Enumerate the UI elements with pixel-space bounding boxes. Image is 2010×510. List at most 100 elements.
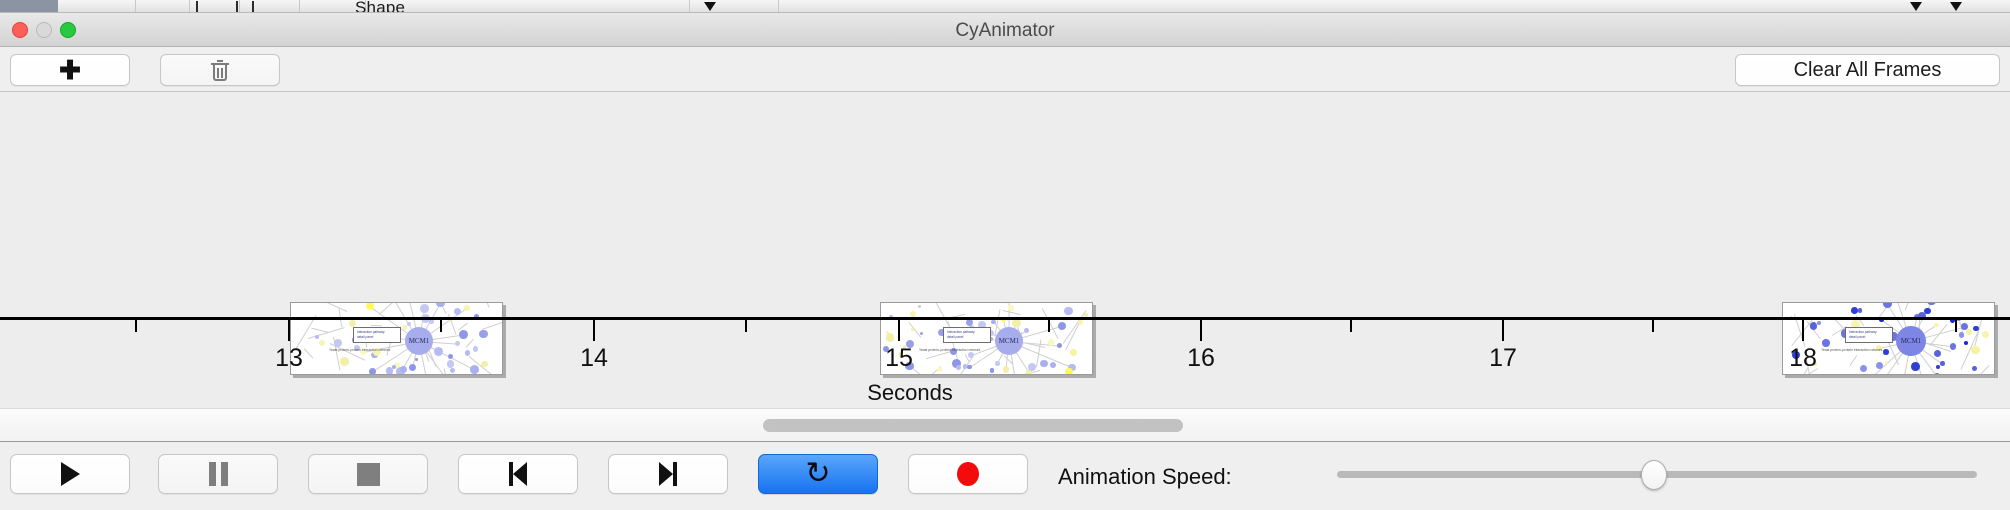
background-cell <box>58 0 136 12</box>
network-edge <box>1002 310 1021 316</box>
network-node <box>394 362 401 369</box>
network-node <box>455 341 461 347</box>
network-node <box>1857 308 1863 313</box>
network-node <box>917 305 922 309</box>
frame-thumbnails: MCM1 Interaction pathway detail panel Yeast… <box>0 92 2010 375</box>
axis-tick-minor <box>440 320 442 332</box>
axis-title: Seconds <box>867 380 953 405</box>
network-node <box>1817 320 1821 325</box>
network-node <box>1078 319 1084 325</box>
network-node <box>1002 366 1010 373</box>
axis-tick-major <box>288 320 290 341</box>
network-node <box>402 325 408 330</box>
timeline-panel[interactable]: MCM1 Interaction pathway detail panel Yeast… <box>0 92 2010 408</box>
network-node <box>1039 359 1048 368</box>
clear-all-frames-button[interactable]: Clear All Frames <box>1735 54 2000 86</box>
frame-thumbnail[interactable]: MCM1 Interaction pathway detail panel Yeast… <box>290 302 503 375</box>
axis-line <box>0 317 2010 320</box>
frame-thumbnail[interactable]: MCM1 Interaction pathway detail panel Yeast… <box>880 302 1093 375</box>
network-node <box>889 314 894 319</box>
traffic-lights <box>12 22 76 38</box>
minimize-button[interactable] <box>36 22 52 38</box>
network-node <box>448 354 454 360</box>
network-node <box>1792 350 1801 359</box>
network-node <box>1851 307 1858 314</box>
network-node <box>399 365 408 374</box>
network-node <box>429 319 434 324</box>
network-node <box>1973 325 1979 331</box>
network-preview: MCM1 Interaction pathway detail panel Yeast… <box>291 303 502 374</box>
record-button[interactable] <box>908 454 1028 494</box>
network-node <box>1935 364 1941 370</box>
network-node <box>1005 303 1013 305</box>
record-icon <box>957 462 979 486</box>
network-node <box>1056 342 1063 349</box>
timeline-scrollbar[interactable] <box>0 408 2010 442</box>
pause-button[interactable] <box>158 454 278 494</box>
network-edge <box>1904 303 1915 311</box>
tooltip-line: detail panel <box>357 334 374 339</box>
play-button[interactable] <box>10 454 130 494</box>
title-bar: CyAnimator <box>0 13 2010 47</box>
axis-tick-major <box>1802 320 1804 341</box>
network-node <box>1057 321 1067 331</box>
network-node <box>472 346 479 352</box>
skip-back-button[interactable] <box>458 454 578 494</box>
network-node <box>339 357 349 366</box>
skip-back-icon <box>509 462 527 486</box>
network-node <box>319 339 325 346</box>
network-node <box>1875 361 1883 369</box>
loop-icon: ↻ <box>805 456 831 491</box>
stop-button[interactable] <box>308 454 428 494</box>
network-hub-node: MCM1 <box>405 327 433 355</box>
close-button[interactable] <box>12 22 28 38</box>
network-node <box>920 331 924 335</box>
background-cell <box>735 0 779 12</box>
axis-tick-major <box>1200 320 1202 341</box>
network-node <box>473 314 480 320</box>
animation-speed-knob[interactable] <box>1641 460 1667 490</box>
network-node <box>883 346 890 353</box>
tooltip-line: detail panel <box>1849 334 1866 339</box>
delete-frame-button[interactable] <box>160 54 280 86</box>
add-frame-button[interactable]: ✚ <box>10 54 130 86</box>
network-node <box>994 360 1000 366</box>
network-annotation: Yeast protein–protein interaction networ… <box>329 348 391 352</box>
network-node <box>989 368 995 373</box>
zoom-button[interactable] <box>60 22 76 38</box>
animation-speed-slider[interactable] <box>1337 460 1977 490</box>
axis-tick-label: 14 <box>580 344 608 372</box>
network-node <box>469 364 479 374</box>
scrollbar-thumb[interactable] <box>763 419 1183 432</box>
skip-forward-button[interactable] <box>608 454 728 494</box>
network-node <box>1883 349 1889 355</box>
network-tooltip: Interaction pathway detail panel <box>1845 327 1893 343</box>
background-window-selection <box>0 0 58 12</box>
network-node <box>1914 313 1920 320</box>
network-hub-node: MCM1 <box>995 327 1023 355</box>
background-cell <box>300 0 366 12</box>
frame-thumbnail[interactable]: MCM1 Interaction pathway detail panel Yeast… <box>1782 302 1995 375</box>
network-node <box>910 310 917 317</box>
background-tick <box>196 1 198 12</box>
network-node <box>1883 303 1892 308</box>
network-node <box>349 320 357 327</box>
axis-tick-minor <box>1350 320 1352 332</box>
network-node <box>458 330 468 339</box>
network-node <box>1885 360 1889 365</box>
network-node <box>1084 312 1088 317</box>
network-node <box>1927 303 1936 306</box>
network-node <box>314 334 319 339</box>
loop-toggle-button[interactable]: ↻ <box>758 454 878 494</box>
network-node <box>902 345 907 349</box>
tooltip-line: Interaction pathway <box>357 330 385 334</box>
timeline-axis: 12131415161718 Seconds <box>0 317 2010 408</box>
skip-forward-icon <box>659 462 677 486</box>
network-tooltip: Interaction pathway detail panel <box>353 327 401 343</box>
network-node <box>407 321 411 326</box>
network-node <box>368 368 376 374</box>
axis-tick-minor <box>135 320 137 332</box>
network-node <box>1025 368 1032 374</box>
background-tick <box>252 1 254 12</box>
axis-tick-minor <box>1048 320 1050 332</box>
